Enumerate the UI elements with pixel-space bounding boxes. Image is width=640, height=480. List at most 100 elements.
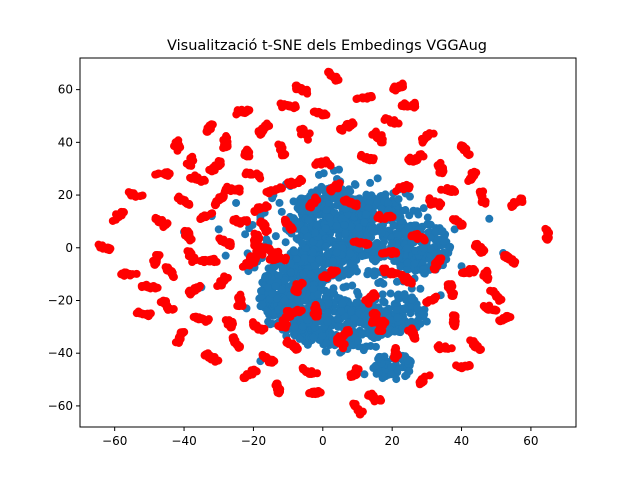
data-point-red (438, 167, 447, 176)
data-point-blue (315, 255, 324, 264)
data-point-blue (381, 190, 390, 199)
data-point-red (468, 169, 477, 178)
data-point-red (151, 213, 160, 222)
x-tick-label: −20 (241, 434, 266, 448)
data-point-red (258, 250, 267, 259)
data-point-red (148, 283, 157, 292)
data-point-red (214, 157, 223, 166)
data-point-blue (420, 310, 429, 319)
data-point-blue (347, 307, 356, 316)
data-point-blue (257, 292, 266, 301)
axes-layer: −60 −40 −20 0 20 40 60 −60 −40 −20 0 20 40 60 (48, 83, 539, 448)
data-point-red (201, 211, 210, 220)
data-point-blue (321, 347, 330, 356)
data-point-red (411, 156, 420, 165)
data-point-blue (396, 262, 405, 271)
data-point-blue (357, 330, 366, 339)
data-point-blue (329, 194, 338, 203)
points-layer (94, 67, 554, 419)
data-point-red (152, 251, 161, 260)
data-point-blue (268, 289, 277, 298)
data-point-blue (290, 322, 299, 331)
data-point-blue (339, 283, 348, 292)
data-point-red (291, 103, 300, 112)
data-point-blue (274, 271, 283, 280)
data-point-blue (407, 295, 416, 304)
data-point-blue (433, 235, 442, 244)
x-tick-label: −60 (102, 434, 127, 448)
data-point-red (430, 197, 439, 206)
data-point-red (367, 91, 376, 100)
data-point-red (338, 126, 347, 135)
data-point-red (122, 268, 131, 277)
data-point-red (200, 176, 209, 185)
data-point-blue (322, 205, 331, 214)
data-point-red (398, 81, 407, 90)
data-point-red (253, 230, 262, 239)
data-point-blue (384, 199, 393, 208)
data-point-red (261, 202, 270, 211)
data-point-blue (271, 282, 280, 291)
y-tick-label: 0 (65, 241, 73, 255)
data-point-red (173, 145, 182, 154)
data-point-red (212, 197, 221, 206)
data-point-blue (393, 231, 402, 240)
data-point-red (267, 357, 276, 366)
data-point-red (433, 161, 442, 170)
data-point-blue (400, 304, 409, 313)
data-point-blue (405, 367, 414, 376)
data-point-blue (270, 262, 279, 271)
data-point-blue (373, 174, 382, 183)
data-point-blue (393, 365, 402, 374)
data-point-red (201, 317, 210, 326)
data-point-blue (348, 281, 357, 290)
data-point-red (467, 266, 476, 275)
data-point-blue (354, 223, 363, 232)
data-point-red (476, 248, 485, 257)
data-point-red (543, 235, 552, 244)
data-point-red (328, 183, 337, 192)
data-point-blue (298, 322, 307, 331)
y-tick-label: −60 (48, 399, 73, 413)
data-point-red (163, 168, 172, 177)
data-point-red (238, 262, 247, 271)
data-point-red (256, 127, 265, 136)
data-point-blue (312, 220, 321, 229)
data-point-blue (374, 369, 383, 378)
data-point-blue (324, 298, 333, 307)
data-point-red (505, 253, 514, 262)
y-tick-label: 40 (58, 135, 73, 149)
data-point-red (206, 124, 215, 133)
data-point-red (510, 259, 519, 268)
data-point-blue (378, 290, 387, 299)
data-point-blue (306, 270, 315, 279)
data-point-red (465, 361, 474, 370)
data-point-red (320, 109, 329, 118)
data-point-blue (362, 190, 371, 199)
data-point-blue (371, 361, 380, 370)
x-tick-label: −40 (171, 434, 196, 448)
data-point-red (184, 252, 193, 261)
data-point-red (274, 382, 283, 391)
data-point-red (447, 344, 456, 353)
data-point-red (299, 128, 308, 137)
data-point-red (261, 123, 270, 132)
data-point-blue (260, 273, 269, 282)
data-point-blue (419, 204, 428, 213)
data-point-red (457, 219, 466, 228)
data-point-red (254, 173, 263, 182)
data-point-red (249, 236, 258, 245)
data-point-red (249, 365, 258, 374)
data-point-blue (329, 284, 338, 293)
data-point-red (241, 149, 250, 158)
data-point-blue (414, 210, 423, 219)
data-point-red (204, 350, 213, 359)
data-point-red (418, 137, 427, 146)
data-point-red (173, 137, 182, 146)
data-point-red (279, 148, 288, 157)
data-point-blue (221, 251, 230, 260)
data-point-red (182, 199, 191, 208)
data-point-blue (392, 306, 401, 315)
data-point-red (241, 109, 249, 118)
data-point-blue (378, 221, 387, 229)
